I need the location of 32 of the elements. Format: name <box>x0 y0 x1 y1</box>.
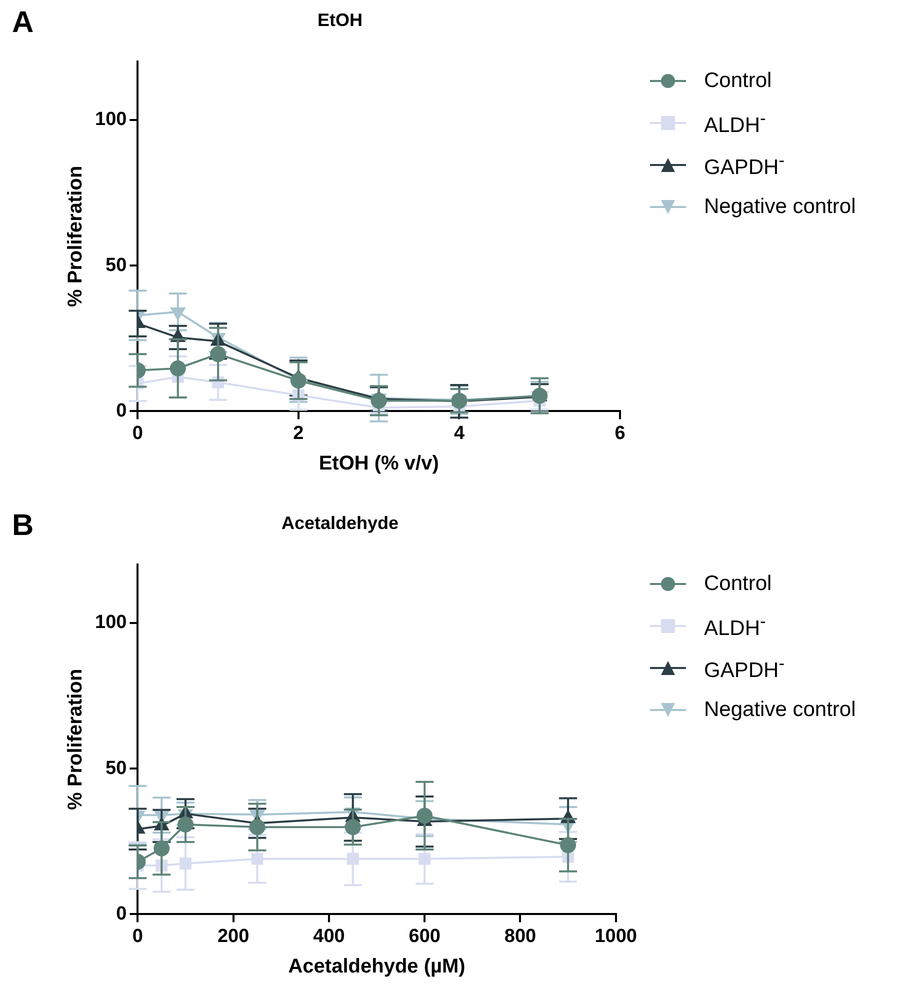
chart-title: Acetaldehyde <box>281 512 399 533</box>
x-tick-label: 4 <box>454 422 465 444</box>
legend-label: ALDH$^{-}$ <box>704 108 766 138</box>
x-tick-label: 200 <box>217 926 250 947</box>
y-tick-label: 50 <box>106 758 127 779</box>
y-tick-label: 100 <box>95 612 127 634</box>
chart-title: EtOH <box>318 10 362 30</box>
legend-label: Control <box>704 69 772 93</box>
legend-label: Negative control <box>704 698 856 722</box>
y-tick-label: 0 <box>116 903 127 924</box>
text: B <box>12 509 34 543</box>
legend-label: GAPDH$^{-}$ <box>704 150 785 180</box>
x-tick-label: 0 <box>132 926 143 947</box>
y-tick-label: 50 <box>106 254 127 276</box>
y-axis-title: % Proliferation <box>64 668 87 810</box>
y-tick-label: 100 <box>95 109 127 130</box>
x-tick-label: 800 <box>504 926 536 947</box>
y-axis-title: % Proliferation <box>64 166 87 307</box>
x-axis-title: EtOH (% v/v) <box>318 452 439 475</box>
x-tick-label: 1000 <box>594 926 638 947</box>
x-tick-label: 400 <box>313 926 345 947</box>
legend-label: Control <box>704 572 772 596</box>
legend-label: Negative control <box>704 195 856 219</box>
legend-label: ALDH$^{-}$ <box>704 611 766 641</box>
legend-label: GAPDH$^{-}$ <box>704 653 785 683</box>
x-tick-label: 600 <box>408 926 440 947</box>
text: A <box>12 6 34 40</box>
y-tick-label: 0 <box>116 400 127 422</box>
x-tick-label: 2 <box>293 422 304 444</box>
x-axis-title: Acetaldehyde (µM) <box>288 956 466 978</box>
x-tick-label: 0 <box>132 422 143 444</box>
x-tick-label: 6 <box>614 422 626 444</box>
